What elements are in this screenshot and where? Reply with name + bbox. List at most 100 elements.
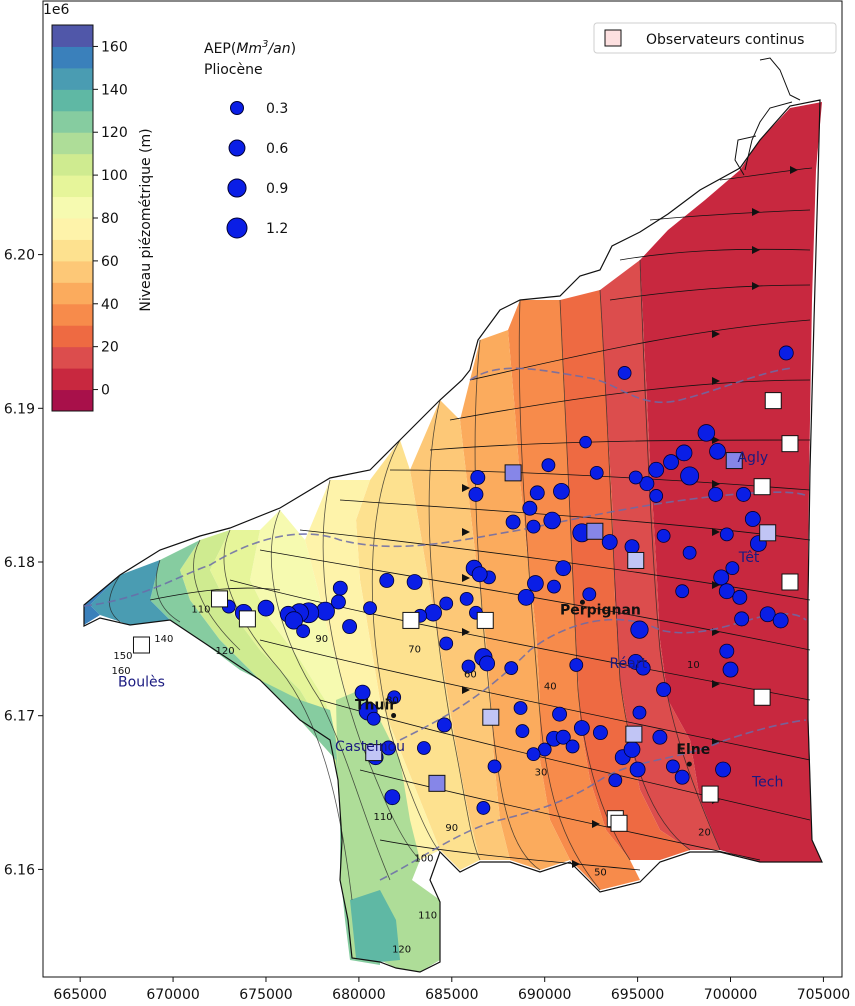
size-legend-marker xyxy=(226,217,248,239)
well-marker xyxy=(579,435,592,449)
observer-marker xyxy=(610,814,628,832)
city-labels: Perpignan Thuir Elne xyxy=(355,599,710,767)
colorbar-segment xyxy=(52,282,93,305)
well-marker xyxy=(284,611,303,630)
contour-label: 110 xyxy=(373,812,392,823)
well-marker xyxy=(565,739,580,754)
city-dot xyxy=(686,761,692,767)
well-marker xyxy=(593,725,608,741)
well-marker xyxy=(331,594,346,610)
contour-label: 40 xyxy=(544,682,557,693)
well-marker xyxy=(629,761,646,778)
well-marker xyxy=(652,729,668,745)
contour-label: 150 xyxy=(113,651,132,662)
contour-label: 140 xyxy=(154,634,173,645)
well-marker xyxy=(555,729,571,745)
colorbar-segment xyxy=(52,196,93,219)
well-marker xyxy=(424,603,442,622)
zone-70-80 xyxy=(356,440,480,870)
well-marker xyxy=(778,345,794,361)
well-marker xyxy=(468,486,484,502)
colorbar: 0 20 40 60 80 100 120 140 160 xyxy=(51,24,128,412)
city-label: Elne xyxy=(676,742,710,758)
well-marker xyxy=(675,444,693,462)
well-marker xyxy=(439,636,454,651)
city-dot xyxy=(579,599,585,605)
offset-label: 1e6 xyxy=(43,2,70,18)
well-marker xyxy=(573,720,590,736)
well-marker xyxy=(656,528,671,543)
colorbar-segment xyxy=(52,89,93,112)
observer-marker xyxy=(753,688,771,706)
well-marker xyxy=(582,587,597,602)
colorbar-tick-label: 0 xyxy=(101,383,110,399)
well-marker xyxy=(628,470,643,485)
well-marker xyxy=(504,661,519,675)
x-tick-label: 695000 xyxy=(611,987,664,1003)
x-tick-label: 675000 xyxy=(239,987,292,1003)
contour-label: 50 xyxy=(594,868,607,879)
well-marker xyxy=(529,485,545,501)
well-marker xyxy=(715,761,731,778)
colorbar-segment xyxy=(52,239,93,262)
well-marker xyxy=(387,690,402,705)
contour-label: 160 xyxy=(111,666,130,677)
y-tick-label: 6.18 xyxy=(4,555,35,571)
river-label: Castelnou xyxy=(335,739,405,755)
river-agly xyxy=(469,367,793,404)
well-marker xyxy=(725,561,740,576)
city-label: Thuir xyxy=(355,698,396,714)
contour-label: 60 xyxy=(464,669,477,680)
contour-label: 100 xyxy=(414,854,433,865)
colorbar-segment xyxy=(52,175,93,198)
size-legend-label: 0.6 xyxy=(266,141,288,157)
contour-label: 90 xyxy=(445,823,458,834)
well-marker xyxy=(617,366,632,380)
observers-legend-label: Observateurs continus xyxy=(646,32,804,48)
observers-legend: Observateurs continus xyxy=(593,22,837,54)
well-marker xyxy=(709,442,726,460)
size-legend-marker xyxy=(228,139,246,157)
colorbar-segment xyxy=(52,110,93,133)
colorbar-tick-label: 160 xyxy=(101,39,128,55)
well-marker xyxy=(553,482,570,500)
observer-marker xyxy=(781,573,799,591)
well-marker xyxy=(632,705,647,720)
well-marker xyxy=(682,545,697,560)
well-marker xyxy=(719,643,735,659)
well-marker xyxy=(342,619,358,635)
well-marker xyxy=(476,801,491,815)
colorbar-segment xyxy=(52,368,93,391)
observer-marker xyxy=(238,610,256,628)
colorbar-label: Niveau piézométrique (m) xyxy=(138,128,154,311)
zone-10-20 xyxy=(600,260,720,850)
contour-label: 110 xyxy=(418,911,437,922)
y-axis: 6.16 6.17 6.18 6.19 6.20 xyxy=(4,248,43,878)
colorbar-tick-label: 40 xyxy=(101,297,119,313)
well-marker xyxy=(635,660,651,676)
x-tick-label: 665000 xyxy=(53,987,106,1003)
well-marker xyxy=(517,589,535,606)
well-marker xyxy=(569,658,584,672)
river-label: Agly xyxy=(737,450,768,466)
well-marker xyxy=(366,711,381,726)
x-tick-label: 685000 xyxy=(425,987,478,1003)
colorbar-segment xyxy=(52,346,93,369)
well-marker xyxy=(589,465,604,480)
well-marker xyxy=(719,527,734,542)
aquifer-boundary xyxy=(83,99,823,973)
colorbar-segment xyxy=(52,303,93,326)
river-labels: Boulès Castelnou Réart Têt Agly Tech xyxy=(118,450,783,790)
well-marker xyxy=(439,596,454,611)
well-marker xyxy=(666,759,680,774)
size-legend-title: AEP(Mm3/an) xyxy=(204,39,296,57)
y-tick-label: 6.19 xyxy=(4,401,35,417)
observer-marker xyxy=(701,785,719,803)
river-tet xyxy=(83,491,806,607)
well-marker xyxy=(639,476,655,492)
zone-80-90 xyxy=(305,480,440,860)
zone-160-plus xyxy=(84,575,120,625)
axes-frame xyxy=(42,0,843,978)
observer-marker xyxy=(365,744,383,762)
